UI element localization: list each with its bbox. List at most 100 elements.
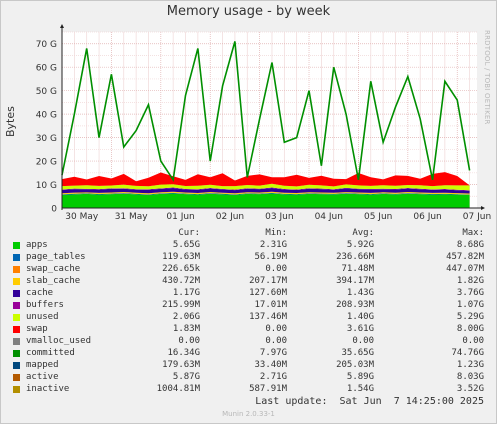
legend-cur: 1.17G (172, 288, 200, 298)
legend-row-cache: cache 1.17G 127.60M 1.43G 3.76G (0, 288, 497, 300)
legend-cur: 119.63M (162, 252, 200, 262)
legend-avg: 1.43G (346, 288, 374, 298)
legend-cur: 16.34G (167, 348, 200, 358)
legend-avg: 1.54G (346, 384, 374, 394)
legend-avg: 236.66M (336, 252, 374, 262)
legend-min: 137.46M (249, 312, 287, 322)
legend-max: 457.82M (446, 252, 484, 262)
legend-min: 56.19M (254, 252, 287, 262)
legend-swatch (13, 302, 20, 309)
y-tick-label: 0 (51, 205, 57, 215)
rrdtool-watermark: RRDTOOL / TOBI OETIKER (483, 30, 491, 125)
legend-name: mapped (26, 360, 59, 370)
x-tick-labels: 30 May 31 May 01 Jun 02 Jun 03 Jun 04 Jun 05 J… (65, 212, 491, 222)
area-buffers (62, 187, 470, 191)
y-tick-label: 20 G (36, 158, 57, 168)
stacked-areas (62, 172, 470, 208)
legend-row-slab-cache: slab_cache 430.72M 207.17M 394.17M 1.82G (0, 276, 497, 288)
area-unused (62, 183, 470, 191)
legend-row-swap-cache: swap_cache 226.65k 0.00 71.48M 447.07M (0, 264, 497, 276)
legend-row-active: active 5.87G 2.71G 5.89G 8.03G (0, 372, 497, 384)
legend-cur: 215.99M (162, 300, 200, 310)
x-tick-label: 03 Jun (265, 212, 293, 222)
legend-min: 2.71G (259, 372, 287, 382)
legend-max: 447.07M (446, 264, 484, 274)
legend-avg: 1.40G (346, 312, 374, 322)
area-slab-cache (62, 191, 470, 195)
x-tick-label: 30 May (65, 212, 99, 222)
legend-name: buffers (26, 300, 64, 310)
legend-header-cur: Cur: (178, 228, 200, 238)
y-tick-label: 50 G (36, 87, 57, 97)
legend-name: unused (26, 312, 59, 322)
legend-max: 3.52G (456, 384, 484, 394)
munin-version: Munin 2.0.33-1 (222, 410, 275, 418)
area-apps (62, 193, 470, 208)
legend-min: 2.31G (259, 240, 287, 250)
y-tick-label: 10 G (36, 181, 57, 191)
legend-swatch (13, 326, 20, 333)
legend-cur: 5.87G (172, 372, 200, 382)
y-tick-label: 30 G (36, 134, 57, 144)
area-swap-cache (62, 192, 470, 195)
legend-swatch (13, 266, 20, 273)
legend-avg: 35.65G (341, 348, 374, 358)
legend-name: swap_cache (26, 264, 81, 274)
x-tick-label: 31 May (115, 212, 149, 222)
legend-avg: 208.93M (336, 300, 374, 310)
legend-name: page_tables (26, 252, 86, 262)
x-axis-arrow (481, 206, 485, 210)
y-tick-labels: 0 10 G 20 G 30 G 40 G 50 G 60 G 70 G (36, 40, 58, 214)
legend-row-unused: unused 2.06G 137.46M 1.40G 5.29G (0, 312, 497, 324)
legend-cur: 5.65G (172, 240, 200, 250)
legend-name: slab_cache (26, 276, 81, 286)
legend-swatch (13, 242, 20, 249)
legend-max: 5.29G (456, 312, 484, 322)
legend-row-page-tables: page_tables 119.63M 56.19M 236.66M 457.82M (0, 252, 497, 264)
area-page-tables (62, 192, 470, 195)
legend-header-max: Max: (462, 228, 484, 238)
legend-avg: 394.17M (336, 276, 374, 286)
x-tick-label: 01 Jun (166, 212, 194, 222)
legend-row-inactive: inactive 1004.81M 587.91M 1.54G 3.52G (0, 384, 497, 396)
y-tick-label: 40 G (36, 111, 57, 121)
x-tick-label: 05 Jun (364, 212, 392, 222)
legend-header-min: Min: (265, 228, 287, 238)
legend-header: Cur: Min: Avg: Max: (0, 228, 497, 240)
legend-avg: 5.92G (346, 240, 374, 250)
legend-max: 8.00G (456, 324, 484, 334)
line-committed (61, 41, 471, 183)
legend-swatch (13, 338, 20, 345)
legend-min: 33.40M (254, 360, 287, 370)
x-tick-label: 02 Jun (216, 212, 244, 222)
legend-swatch (13, 386, 20, 393)
last-update: Last update: Sat Jun 7 14:25:00 2025 (255, 396, 484, 407)
legend-max: 74.76G (451, 348, 484, 358)
legend-avg: 3.61G (346, 324, 374, 334)
x-tick-label: 06 Jun (413, 212, 441, 222)
legend-name: vmalloc_used (26, 336, 92, 346)
legend-header-avg: Avg: (352, 228, 374, 238)
legend-max: 8.03G (456, 372, 484, 382)
legend-name: inactive (26, 384, 70, 394)
legend-min: 17.01M (254, 300, 287, 310)
legend-swatch (13, 278, 20, 285)
legend-max: 1.23G (456, 360, 484, 370)
legend-avg: 5.89G (346, 372, 374, 382)
legend-avg: 71.48M (341, 264, 374, 274)
legend-cur: 226.65k (162, 264, 200, 274)
legend-row-swap: swap 1.83M 0.00 3.61G 8.00G (0, 324, 497, 336)
legend-max: 1.07G (456, 300, 484, 310)
legend-max: 1.82G (456, 276, 484, 286)
legend-row-vmalloc-used: vmalloc_used 0.00 0.00 0.00 0.00 (0, 336, 497, 348)
legend-cur: 2.06G (172, 312, 200, 322)
legend-cur: 430.72M (162, 276, 200, 286)
legend-name: cache (26, 288, 54, 298)
legend-swatch (13, 362, 20, 369)
legend-min: 127.60M (249, 288, 287, 298)
legend-swatch (13, 350, 20, 357)
legend-swatch (13, 314, 20, 321)
legend-cur: 179.63M (162, 360, 200, 370)
legend-min: 7.97G (259, 348, 287, 358)
legend-min: 0.00 (265, 324, 287, 334)
